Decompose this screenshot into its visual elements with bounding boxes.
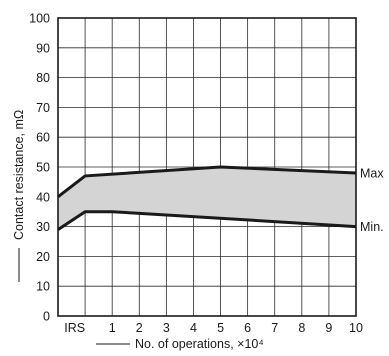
y-tick-label: 30 [36,220,50,234]
y-axis-title-group: Contact resistance, mΩ [12,110,26,282]
plot-frame [57,17,357,317]
x-tick-label: IRS [64,321,85,335]
x-tick-label: 1 [109,321,116,335]
y-tick-label: 50 [36,161,50,175]
y-axis-title: Contact resistance, mΩ [12,110,26,240]
x-tick-label: 9 [325,321,332,335]
x-tick-label: 2 [136,321,143,335]
series-label-max: Max [360,166,384,180]
x-tick-label: 6 [244,321,251,335]
x-tick-label: 5 [217,321,224,335]
x-axis-title-group: No. of operations, ×10⁴ [96,337,264,351]
y-tick-label: 80 [36,71,50,85]
y-tick-labels: 0 10 20 30 40 50 60 70 80 90 100 [29,12,50,324]
y-tick-label: 100 [29,12,50,26]
x-tick-label: 3 [163,321,170,335]
y-tick-label: 20 [36,250,50,264]
y-tick-label: 40 [36,190,50,204]
series-line-min [57,210,357,231]
series-lines [57,165,357,231]
series-label-min: Min. [360,220,384,234]
y-tick-label: 90 [36,41,50,55]
x-tick-labels: IRS 1 2 3 4 5 6 7 8 9 10 [64,321,363,335]
y-tick-label: 60 [36,131,50,145]
resistance-band-fill [58,167,356,230]
series-labels: Max Min. [360,166,384,234]
x-axis-title: No. of operations, ×10⁴ [135,337,264,351]
y-tick-label: 10 [36,280,50,294]
x-tick-label: 7 [271,321,278,335]
x-tick-label: 8 [298,321,305,335]
series-line-max [57,165,357,198]
y-tick-label: 70 [36,101,50,115]
y-tick-label: 0 [43,310,50,324]
x-tick-label: 4 [190,321,197,335]
x-tick-label: 10 [349,321,363,335]
